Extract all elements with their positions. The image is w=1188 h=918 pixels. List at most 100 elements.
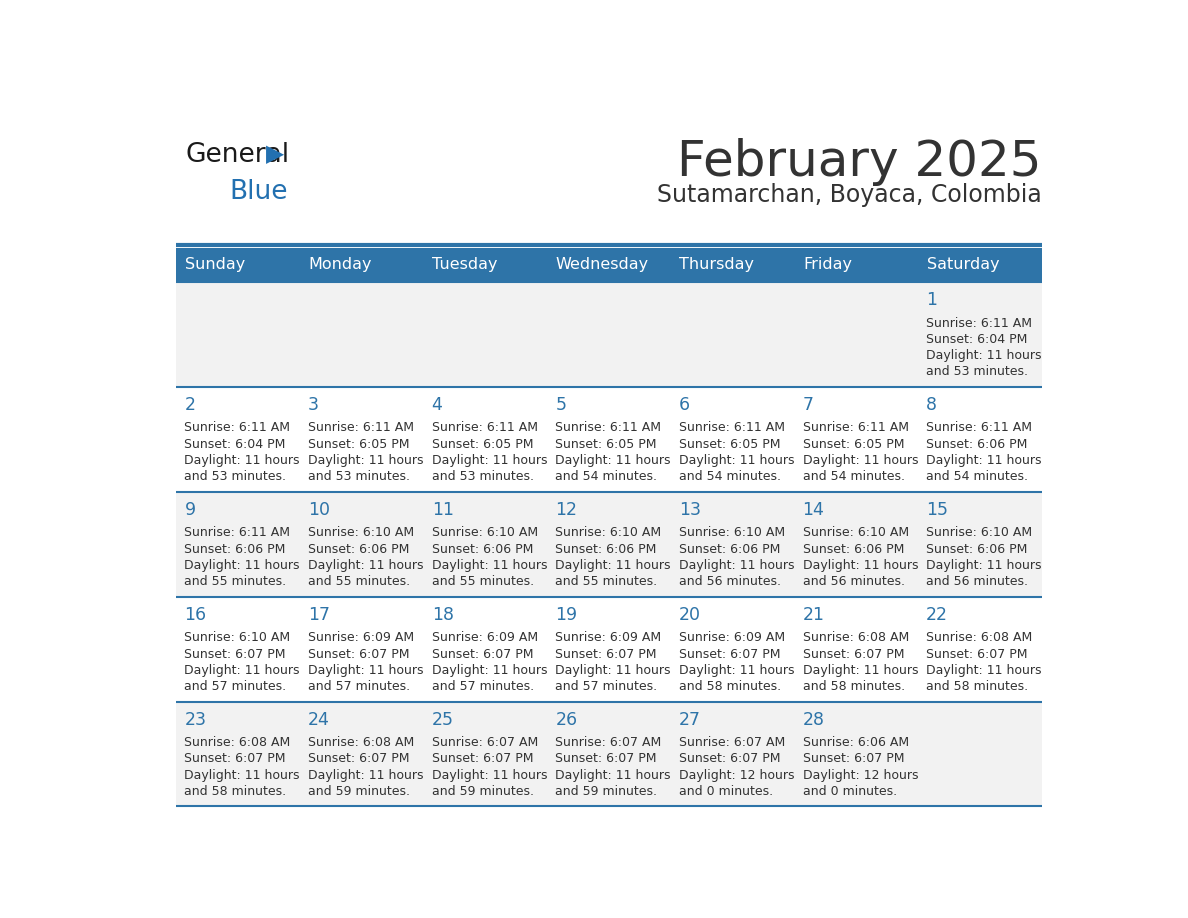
Text: Sunset: 6:04 PM: Sunset: 6:04 PM — [184, 438, 286, 451]
Text: Sunrise: 6:07 AM: Sunrise: 6:07 AM — [555, 736, 662, 749]
Text: Daylight: 11 hours: Daylight: 11 hours — [555, 454, 671, 467]
Text: Sunrise: 6:11 AM: Sunrise: 6:11 AM — [431, 421, 538, 434]
Text: and 58 minutes.: and 58 minutes. — [680, 680, 781, 693]
Text: and 59 minutes.: and 59 minutes. — [555, 785, 657, 798]
Bar — [671, 492, 795, 597]
Text: Sunset: 6:07 PM: Sunset: 6:07 PM — [927, 647, 1028, 661]
Text: and 53 minutes.: and 53 minutes. — [184, 470, 286, 483]
Text: Sunset: 6:07 PM: Sunset: 6:07 PM — [680, 647, 781, 661]
Text: Daylight: 11 hours: Daylight: 11 hours — [555, 559, 671, 572]
Text: 4: 4 — [431, 396, 443, 414]
Bar — [176, 492, 299, 597]
Text: Sunset: 6:07 PM: Sunset: 6:07 PM — [680, 753, 781, 766]
Text: Sunrise: 6:11 AM: Sunrise: 6:11 AM — [803, 421, 909, 434]
Text: Sunrise: 6:10 AM: Sunrise: 6:10 AM — [308, 526, 415, 540]
Text: Daylight: 11 hours: Daylight: 11 hours — [431, 454, 548, 467]
Text: Daylight: 11 hours: Daylight: 11 hours — [927, 559, 1042, 572]
Text: Sunrise: 6:07 AM: Sunrise: 6:07 AM — [431, 736, 538, 749]
Text: 25: 25 — [431, 711, 454, 729]
Text: Daylight: 11 hours: Daylight: 11 hours — [927, 349, 1042, 362]
Text: Sunset: 6:05 PM: Sunset: 6:05 PM — [555, 438, 657, 451]
Text: Daylight: 11 hours: Daylight: 11 hours — [803, 559, 918, 572]
Text: Sunrise: 6:08 AM: Sunrise: 6:08 AM — [803, 632, 909, 644]
Text: and 54 minutes.: and 54 minutes. — [803, 470, 904, 483]
Bar — [423, 701, 546, 806]
Bar — [423, 386, 546, 492]
Text: General: General — [185, 142, 290, 168]
Text: and 57 minutes.: and 57 minutes. — [308, 680, 410, 693]
Bar — [299, 248, 423, 282]
Text: Daylight: 11 hours: Daylight: 11 hours — [927, 454, 1042, 467]
Text: and 57 minutes.: and 57 minutes. — [555, 680, 657, 693]
Bar — [299, 492, 423, 597]
Text: Daylight: 12 hours: Daylight: 12 hours — [803, 768, 918, 781]
Text: 24: 24 — [308, 711, 330, 729]
Bar — [299, 386, 423, 492]
Text: and 54 minutes.: and 54 minutes. — [927, 470, 1029, 483]
Bar — [671, 248, 795, 282]
Text: and 55 minutes.: and 55 minutes. — [555, 576, 657, 588]
Bar — [546, 597, 671, 701]
Text: Daylight: 11 hours: Daylight: 11 hours — [431, 664, 548, 677]
Bar — [423, 248, 546, 282]
Text: and 56 minutes.: and 56 minutes. — [927, 576, 1029, 588]
Text: Sunrise: 6:11 AM: Sunrise: 6:11 AM — [308, 421, 415, 434]
Text: and 59 minutes.: and 59 minutes. — [308, 785, 410, 798]
Text: Daylight: 12 hours: Daylight: 12 hours — [680, 768, 795, 781]
Text: Daylight: 11 hours: Daylight: 11 hours — [927, 664, 1042, 677]
Text: and 56 minutes.: and 56 minutes. — [803, 576, 904, 588]
Text: Daylight: 11 hours: Daylight: 11 hours — [803, 664, 918, 677]
Text: Monday: Monday — [309, 257, 372, 273]
Text: Sunset: 6:05 PM: Sunset: 6:05 PM — [803, 438, 904, 451]
Text: and 53 minutes.: and 53 minutes. — [927, 365, 1029, 378]
Text: and 54 minutes.: and 54 minutes. — [555, 470, 657, 483]
Text: 9: 9 — [184, 501, 196, 519]
Text: Sunset: 6:07 PM: Sunset: 6:07 PM — [555, 753, 657, 766]
Text: and 57 minutes.: and 57 minutes. — [431, 680, 533, 693]
Text: 15: 15 — [927, 501, 948, 519]
Bar — [546, 701, 671, 806]
Bar — [176, 597, 299, 701]
Text: Sunset: 6:07 PM: Sunset: 6:07 PM — [308, 753, 410, 766]
Text: Daylight: 11 hours: Daylight: 11 hours — [184, 454, 299, 467]
Text: Sunrise: 6:07 AM: Sunrise: 6:07 AM — [680, 736, 785, 749]
Bar — [546, 386, 671, 492]
Text: 19: 19 — [555, 606, 577, 624]
Text: Sunset: 6:07 PM: Sunset: 6:07 PM — [184, 753, 286, 766]
Text: 1: 1 — [927, 291, 937, 309]
Text: Daylight: 11 hours: Daylight: 11 hours — [555, 664, 671, 677]
Bar — [299, 282, 423, 386]
Text: Daylight: 11 hours: Daylight: 11 hours — [680, 559, 795, 572]
Text: 5: 5 — [555, 396, 567, 414]
Text: Daylight: 11 hours: Daylight: 11 hours — [803, 454, 918, 467]
Text: Sunset: 6:07 PM: Sunset: 6:07 PM — [308, 647, 410, 661]
Text: Sunrise: 6:11 AM: Sunrise: 6:11 AM — [927, 317, 1032, 330]
Text: Sunset: 6:07 PM: Sunset: 6:07 PM — [184, 647, 286, 661]
Bar — [918, 282, 1042, 386]
Bar — [918, 597, 1042, 701]
Text: Sunrise: 6:10 AM: Sunrise: 6:10 AM — [927, 526, 1032, 540]
Text: Sunrise: 6:10 AM: Sunrise: 6:10 AM — [555, 526, 662, 540]
Text: Sunrise: 6:10 AM: Sunrise: 6:10 AM — [184, 632, 291, 644]
Text: Sunrise: 6:06 AM: Sunrise: 6:06 AM — [803, 736, 909, 749]
Text: Daylight: 11 hours: Daylight: 11 hours — [184, 768, 299, 781]
Text: 7: 7 — [803, 396, 814, 414]
Bar — [918, 248, 1042, 282]
Text: and 53 minutes.: and 53 minutes. — [431, 470, 533, 483]
Text: and 57 minutes.: and 57 minutes. — [184, 680, 286, 693]
Text: Sunrise: 6:11 AM: Sunrise: 6:11 AM — [184, 526, 290, 540]
Text: Sunset: 6:06 PM: Sunset: 6:06 PM — [927, 438, 1028, 451]
Text: Sunset: 6:07 PM: Sunset: 6:07 PM — [431, 647, 533, 661]
Text: Sunrise: 6:11 AM: Sunrise: 6:11 AM — [680, 421, 785, 434]
Bar — [423, 597, 546, 701]
Bar — [423, 492, 546, 597]
Text: Sunrise: 6:10 AM: Sunrise: 6:10 AM — [803, 526, 909, 540]
Text: Sunrise: 6:10 AM: Sunrise: 6:10 AM — [680, 526, 785, 540]
Text: Sunset: 6:06 PM: Sunset: 6:06 PM — [184, 543, 286, 555]
Text: Sunrise: 6:09 AM: Sunrise: 6:09 AM — [308, 632, 415, 644]
Text: 13: 13 — [680, 501, 701, 519]
Text: Sunrise: 6:09 AM: Sunrise: 6:09 AM — [431, 632, 538, 644]
Text: and 55 minutes.: and 55 minutes. — [308, 576, 410, 588]
Text: Friday: Friday — [803, 257, 852, 273]
Bar — [299, 701, 423, 806]
